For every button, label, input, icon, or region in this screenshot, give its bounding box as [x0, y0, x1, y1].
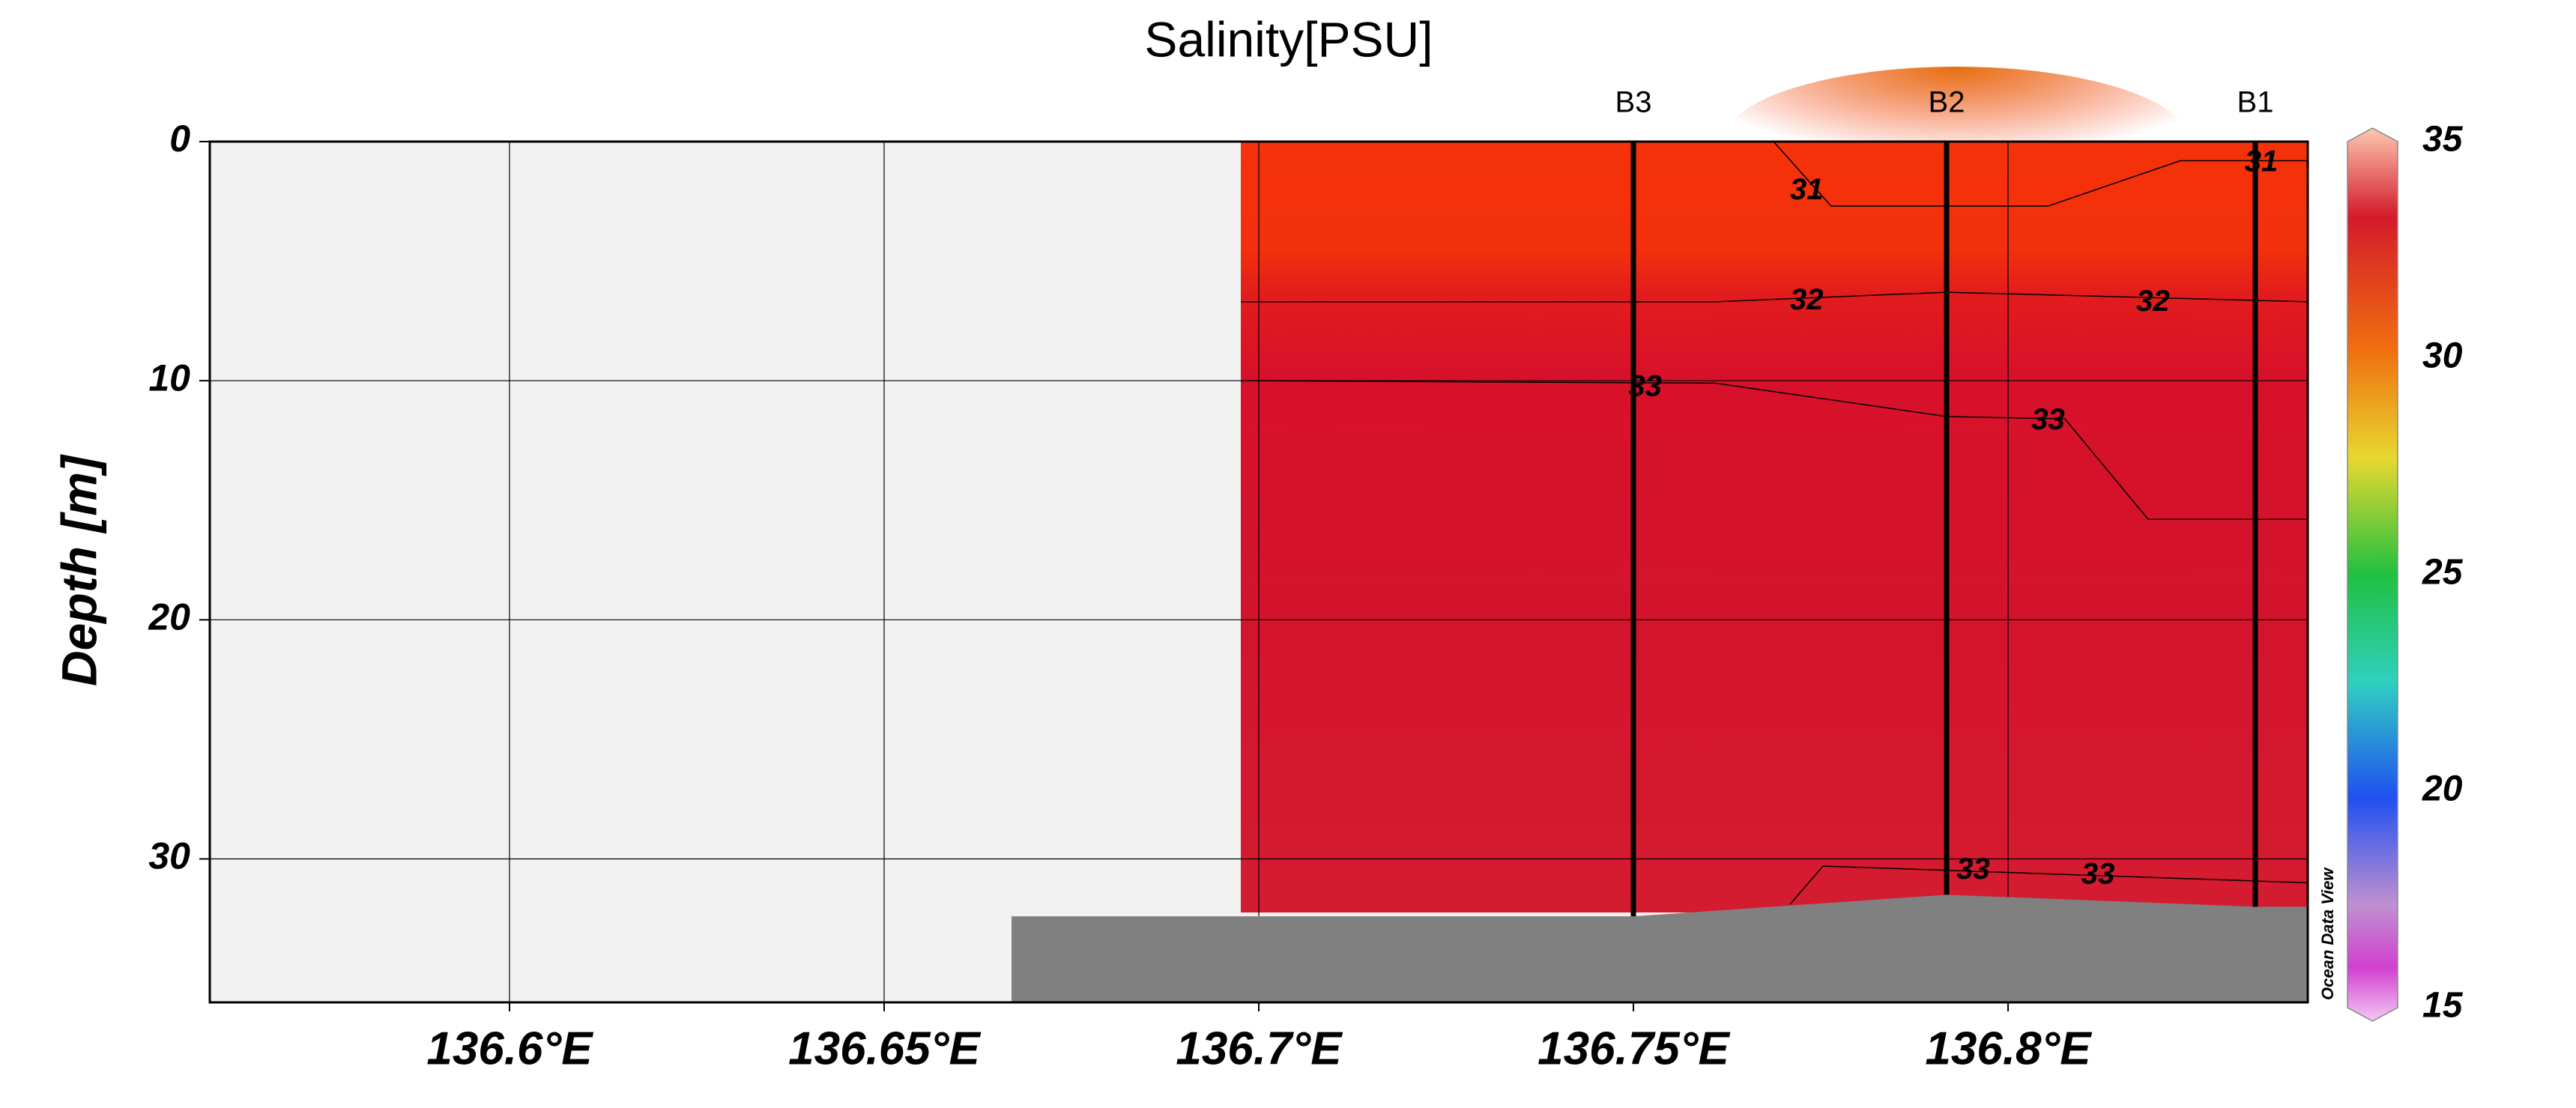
y-tick-label: 0	[169, 118, 190, 160]
contour-label: 33	[2081, 858, 2115, 891]
y-axis-label: Depth [m]	[51, 454, 106, 686]
colorbar-tick-label: 35	[2422, 120, 2464, 160]
salinity-field	[1241, 142, 2308, 912]
watermark: Ocean Data View	[2318, 867, 2337, 1000]
colorbar-tick-label: 20	[2422, 769, 2463, 809]
y-tick-label: 30	[148, 835, 190, 877]
y-tick-label: 10	[148, 357, 190, 399]
colorbar-tick-label: 15	[2422, 986, 2464, 1026]
colorbar-tick-label: 30	[2422, 336, 2463, 376]
contour-label: 31	[2245, 145, 2279, 178]
station-label: B3	[1615, 86, 1652, 119]
colorbar	[2347, 127, 2398, 1022]
bottom-topography	[1012, 894, 2308, 1002]
x-tick-label: 136.75°E	[1538, 1023, 1730, 1074]
contour-label: 33	[2031, 403, 2065, 436]
station-label: B1	[2237, 86, 2274, 119]
colorbar-tick-label: 25	[2422, 553, 2464, 593]
contour-line	[1789, 865, 2309, 905]
contour-label: 31	[1790, 173, 1824, 206]
station-label: B2	[1929, 86, 1965, 119]
x-tick-label: 136.6°E	[426, 1023, 593, 1074]
contour-label: 32	[2136, 285, 2170, 318]
contour-line	[1241, 291, 2309, 303]
contour-line	[1773, 141, 2308, 207]
y-tick-label: 20	[148, 596, 190, 638]
x-tick-label: 136.65°E	[788, 1023, 981, 1074]
contour-label: 33	[1956, 853, 1990, 886]
x-tick-label: 136.8°E	[1925, 1023, 2092, 1074]
contour-label: 32	[1790, 283, 1824, 316]
plot-frame	[208, 140, 2309, 1004]
chart-title: Salinity[PSU]	[1144, 11, 1433, 67]
x-tick-label: 136.7°E	[1176, 1023, 1343, 1074]
